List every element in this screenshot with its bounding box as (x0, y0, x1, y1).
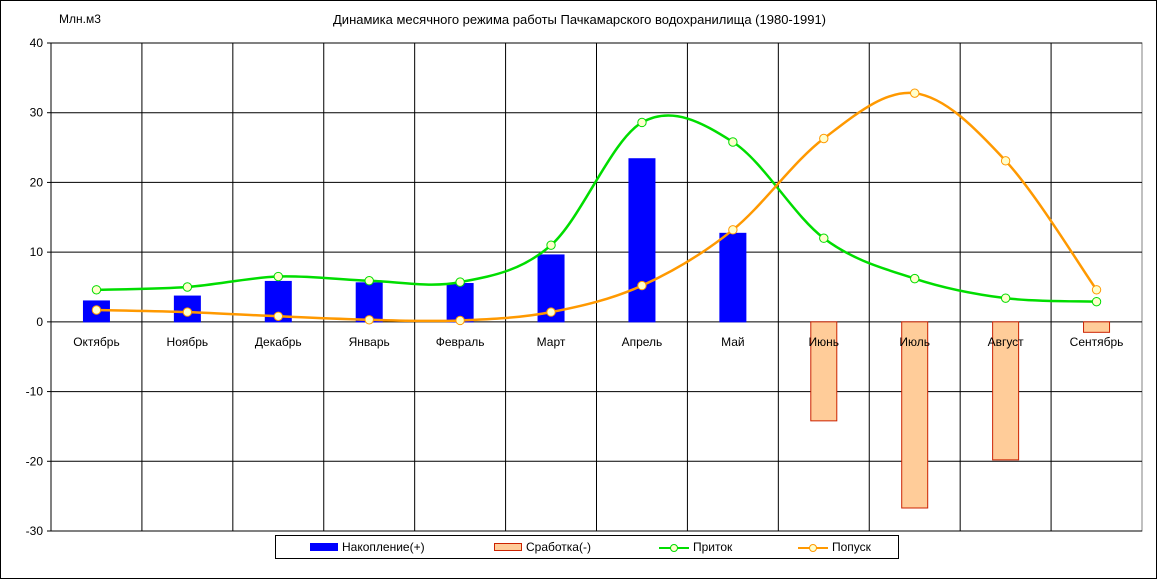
point-inflow (1000, 293, 1011, 303)
point-inflow (182, 282, 193, 292)
chart-title: Динамика месячного режима работы Пачкама… (333, 12, 826, 27)
point-release (91, 305, 102, 315)
point-release (637, 280, 647, 291)
legend-label-accumulation: Накопление(+) (342, 540, 425, 554)
legend-item-release: Попуск (798, 536, 871, 558)
y-tick-label: 30 (30, 106, 44, 120)
legend-label-drawdown: Сработка(-) (526, 540, 591, 554)
point-inflow (364, 276, 374, 286)
x-category-labels: Октябрь Ноябрь Декабрь Январь Февраль Март Апр… (73, 335, 1123, 349)
legend-item-drawdown: Сработка(-) (494, 536, 591, 558)
point-inflow (1091, 296, 1102, 307)
bar-accumulation (719, 232, 747, 323)
point-release (364, 315, 374, 325)
bar-drawdown (1083, 321, 1111, 333)
x-tick-label: Февраль (436, 335, 485, 349)
y-tick-label: -30 (26, 524, 44, 538)
point-release (546, 307, 556, 317)
point-release (182, 307, 193, 317)
point-release (1000, 156, 1011, 166)
bar-accumulation (628, 158, 656, 323)
y-tick-label: -20 (26, 454, 44, 468)
point-inflow (819, 233, 829, 243)
x-tick-label: Апрель (622, 335, 663, 349)
point-inflow (910, 273, 920, 284)
y-tick-label: 20 (30, 175, 44, 189)
point-inflow (637, 117, 647, 128)
x-tick-label: Декабрь (255, 335, 302, 349)
bar-drawdown (992, 321, 1020, 461)
point-release (728, 225, 738, 235)
legend-label-release: Попуск (832, 540, 871, 554)
point-release (273, 311, 283, 321)
point-release (910, 88, 920, 98)
point-release (1091, 285, 1102, 295)
point-release (455, 315, 465, 326)
legend-swatch-release (798, 542, 828, 552)
legend-item-inflow: Приток (659, 536, 732, 558)
y-tick-labels: -30 -20 -10 0 10 20 30 40 (26, 36, 44, 538)
legend-item-accumulation: Накопление(+) (310, 536, 425, 558)
x-tick-label: Июль (899, 335, 930, 349)
x-tick-label: Сентябрь (1070, 335, 1124, 349)
x-tick-label: Ноябрь (167, 335, 209, 349)
bar-drawdown (810, 321, 838, 422)
legend-swatch-inflow (659, 542, 689, 552)
y-axis-unit-label: Млн.м3 (59, 12, 101, 26)
point-inflow (546, 240, 556, 250)
grid-layer (47, 42, 1143, 532)
legend-label-inflow: Приток (693, 540, 733, 554)
x-tick-label: Январь (349, 335, 390, 349)
point-inflow (273, 271, 283, 282)
bar-drawdown (901, 321, 929, 509)
bar-accumulation (446, 283, 474, 323)
legend-swatch-drawdown (494, 543, 522, 551)
y-tick-label: 40 (30, 36, 44, 50)
point-inflow (91, 285, 102, 295)
point-inflow (455, 277, 465, 287)
point-inflow (728, 137, 738, 147)
y-tick-label: 0 (36, 315, 43, 329)
legend: Накопление(+) Сработка(-) Приток Попуск (275, 535, 899, 559)
point-release (819, 133, 829, 144)
x-tick-label: Май (721, 335, 745, 349)
line-layer (91, 88, 1102, 326)
legend-swatch-accumulation (310, 543, 338, 551)
x-tick-label: Июнь (809, 335, 840, 349)
x-tick-label: Октябрь (73, 335, 120, 349)
x-tick-label: Март (537, 335, 566, 349)
x-tick-label: Август (988, 335, 1025, 349)
y-tick-label: 10 (30, 245, 44, 259)
y-tick-label: -10 (26, 385, 44, 399)
